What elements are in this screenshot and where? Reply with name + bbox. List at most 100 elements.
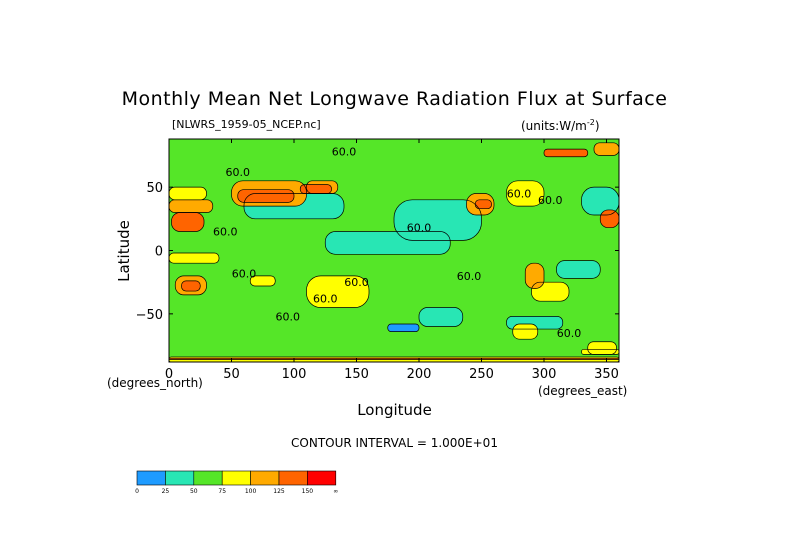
flux-region: [250, 275, 276, 286]
colorbar-swatch: [221, 470, 251, 486]
flux-region: [181, 280, 201, 292]
colorbar-tick-label: 50: [190, 488, 198, 495]
flux-region: [475, 199, 492, 209]
contour-line: [474, 199, 492, 210]
contour-interval-label: CONTOUR INTERVAL = 1.000E+01: [291, 436, 498, 450]
flux-region: [325, 231, 451, 255]
dataset-file-label: [NLWRS_1959-05_NCEP.nc]: [172, 118, 321, 131]
contour-line: [556, 260, 601, 279]
flux-region: [594, 142, 619, 156]
contour-line: [169, 252, 220, 264]
units-text: (units:W/m: [521, 119, 587, 133]
contour-line: [393, 199, 482, 241]
x-tick-label: 350: [594, 367, 619, 382]
contour-line: [169, 357, 619, 360]
flux-region: [169, 253, 219, 264]
contour-line: [181, 280, 201, 292]
colorbar-swatch: [307, 470, 337, 486]
y-tick-label: 50: [146, 181, 163, 196]
contour-label: 60.0: [538, 194, 563, 207]
flux-region: [600, 209, 619, 228]
contour-line: [171, 212, 205, 232]
contour-label: 60.0: [232, 267, 257, 280]
colorbar-tick-label: ∞: [333, 488, 338, 495]
contour-line: [506, 180, 545, 207]
flux-region: [512, 323, 538, 340]
contour-line: [249, 275, 276, 287]
units-exponent: -2: [586, 118, 595, 127]
y-axis-label: Latitude: [115, 220, 133, 282]
x-axis-label: Longitude: [357, 401, 432, 419]
contour-line: [418, 307, 464, 327]
contour-label: 60.0: [332, 146, 357, 159]
flux-region: [419, 307, 463, 327]
contour-line: [466, 193, 495, 216]
units-close: ): [594, 119, 600, 133]
contour-line: [543, 148, 589, 158]
flux-region: [581, 187, 619, 216]
contour-label: 60.0: [457, 270, 482, 283]
colorbar-swatch: [278, 470, 308, 486]
contour-line: [324, 231, 451, 255]
colorbar-tick-label: 100: [245, 488, 257, 495]
colorbar-swatch: [193, 470, 223, 486]
axis-ticks: 0 50 100 150 200 250 300 350 50 0 −50: [136, 139, 619, 382]
y-axis-unit: (degrees_north): [107, 376, 203, 390]
contour-line: [599, 209, 619, 229]
x-tick-label: 100: [282, 367, 307, 382]
flux-region: [506, 180, 544, 207]
flux-region: [171, 212, 204, 232]
flux-region: [169, 199, 213, 213]
contour-label: 60.0: [507, 187, 532, 200]
contour-label: 60.0: [557, 327, 582, 340]
contour-line: [237, 189, 295, 203]
colorbar-swatch: [165, 470, 195, 486]
contour-line: [169, 356, 619, 362]
contour-line: [581, 186, 619, 216]
colorbar-tick-label: 0: [135, 488, 139, 495]
colorbar-swatch: [250, 470, 280, 486]
flux-region: [581, 349, 619, 355]
flux-region: [394, 199, 482, 241]
flux-region: [237, 189, 294, 203]
y-tick-label: 0: [155, 245, 163, 260]
x-tick-label: 200: [407, 367, 432, 382]
contour-label: 60.0: [313, 293, 338, 306]
colorbar-swatch: [136, 470, 166, 486]
contour-line: [512, 323, 539, 340]
x-tick-label: 300: [532, 367, 557, 382]
flux-region: [387, 323, 419, 332]
contour-label: 60.0: [213, 225, 238, 238]
contour-line: [524, 262, 545, 289]
x-tick-label: 250: [469, 367, 494, 382]
colorbar-tick-label: 150: [302, 488, 314, 495]
colorbar-tick-label: 25: [162, 488, 170, 495]
contour-lines: 60.0 60.0 60.0 60.0 60.0 60.0 60.0 60.0 60.0 60.0…: [169, 142, 619, 362]
units-label: (units:W/m-2): [521, 118, 600, 133]
colorbar: 0 25 50 75 100 125 150 ∞: [135, 470, 338, 495]
contour-line: [174, 275, 207, 296]
colorbar-tick-label: 75: [218, 488, 226, 495]
x-tick-label: 150: [344, 367, 369, 382]
contour-label: 60.0: [226, 166, 251, 179]
flux-region: [306, 275, 369, 308]
contour-label: 60.0: [276, 310, 301, 323]
contour-line: [531, 281, 570, 302]
contour-label: 60.0: [407, 222, 432, 235]
y-tick-label: −50: [136, 308, 163, 323]
x-tick-label: 50: [223, 367, 240, 382]
flux-region: [525, 263, 544, 289]
x-axis-unit: (degrees_east): [538, 384, 628, 398]
flux-region: [169, 187, 207, 200]
contour-label: 60.0: [344, 276, 369, 289]
x-tick-label: 0: [165, 367, 173, 382]
contour-line: [306, 275, 370, 308]
colorbar-tick-label: 125: [273, 488, 285, 495]
contour-line: [387, 323, 420, 332]
chart-title: Monthly Mean Net Longwave Radiation Flux…: [121, 88, 668, 110]
flux-region: [544, 149, 588, 157]
contour-line: [299, 184, 332, 194]
flux-region: [556, 260, 601, 279]
contour-line: [581, 348, 619, 355]
